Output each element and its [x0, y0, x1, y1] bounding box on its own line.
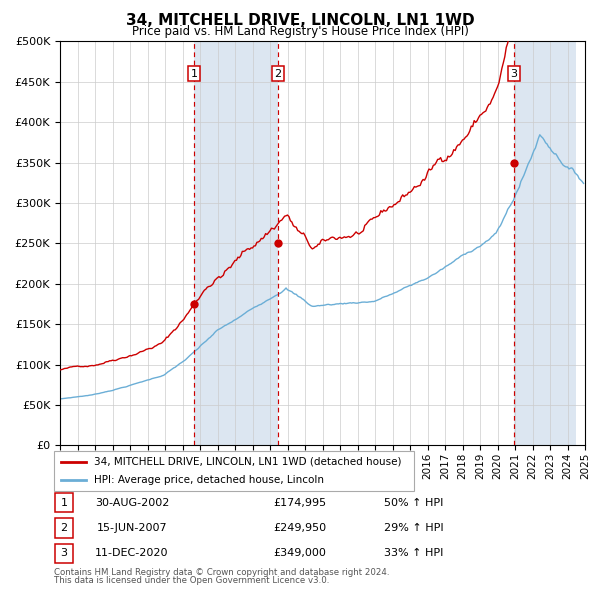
- Text: 30-AUG-2002: 30-AUG-2002: [95, 498, 169, 507]
- Text: 3: 3: [511, 68, 517, 78]
- Bar: [576, 41, 585, 445]
- Text: 1: 1: [61, 498, 67, 507]
- Text: Price paid vs. HM Land Registry's House Price Index (HPI): Price paid vs. HM Land Registry's House …: [131, 25, 469, 38]
- Bar: [514, 41, 585, 445]
- Bar: [194, 41, 278, 445]
- Text: 1: 1: [191, 68, 197, 78]
- Text: 34, MITCHELL DRIVE, LINCOLN, LN1 1WD (detached house): 34, MITCHELL DRIVE, LINCOLN, LN1 1WD (de…: [94, 457, 401, 467]
- Text: 11-DEC-2020: 11-DEC-2020: [95, 549, 169, 558]
- Text: 3: 3: [61, 549, 67, 558]
- Text: 33% ↑ HPI: 33% ↑ HPI: [385, 549, 443, 558]
- Text: 2: 2: [61, 523, 67, 533]
- Text: 29% ↑ HPI: 29% ↑ HPI: [384, 523, 444, 533]
- Text: £349,000: £349,000: [274, 549, 326, 558]
- Text: Contains HM Land Registry data © Crown copyright and database right 2024.: Contains HM Land Registry data © Crown c…: [54, 568, 389, 577]
- Text: £174,995: £174,995: [274, 498, 326, 507]
- Text: 50% ↑ HPI: 50% ↑ HPI: [385, 498, 443, 507]
- Text: £249,950: £249,950: [274, 523, 326, 533]
- Text: 15-JUN-2007: 15-JUN-2007: [97, 523, 167, 533]
- Text: 2: 2: [274, 68, 281, 78]
- Text: This data is licensed under the Open Government Licence v3.0.: This data is licensed under the Open Gov…: [54, 576, 329, 585]
- Text: 34, MITCHELL DRIVE, LINCOLN, LN1 1WD: 34, MITCHELL DRIVE, LINCOLN, LN1 1WD: [125, 13, 475, 28]
- Text: HPI: Average price, detached house, Lincoln: HPI: Average price, detached house, Linc…: [94, 474, 323, 484]
